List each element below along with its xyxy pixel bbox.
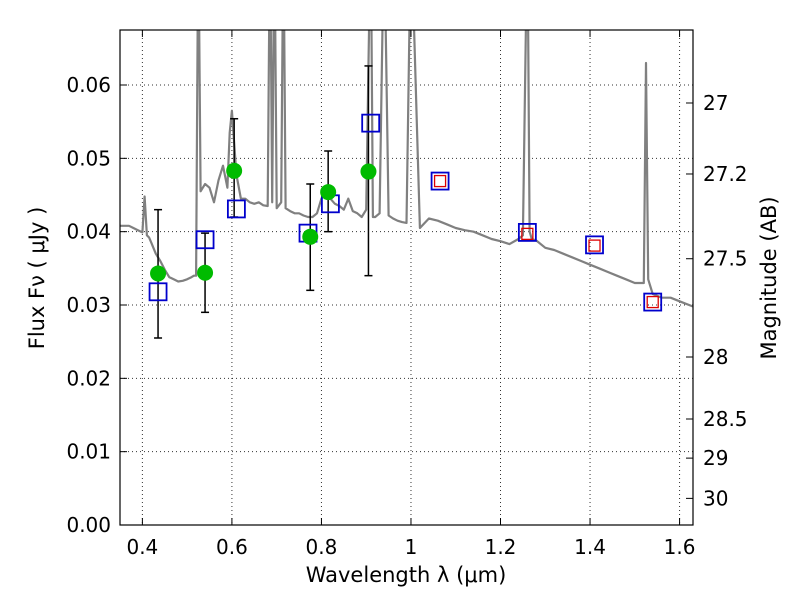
model-photometry-square (148, 282, 168, 302)
magnitude-tick-label: 27.2 (703, 162, 748, 186)
y-tick-label: 0.02 (66, 366, 111, 390)
data-marks (148, 65, 663, 339)
y-tick-label: 0.06 (66, 73, 111, 97)
model-photometry-square (517, 222, 537, 242)
magnitude-tick-label: 28 (703, 345, 728, 369)
y-axis-label: Flux Fν ( μJy ) (25, 207, 49, 350)
observed-flux-point (150, 265, 167, 282)
x-tick-label: 1.4 (574, 535, 606, 559)
model-photometry-square (430, 171, 450, 191)
observed-flux-point (302, 228, 319, 245)
model-photometry-square (226, 199, 246, 219)
y-tick-label: 0.00 (66, 513, 111, 537)
y-tick-label: 0.05 (66, 146, 111, 170)
grid (120, 30, 693, 526)
nir-photometry-square (646, 295, 659, 309)
model-photometry-square (643, 292, 663, 312)
axis-ticks: 0.4 0.6 0.8 1 1.2 1.4 1.6 0.00 0.01 0.02 0.03 0.04 0… (66, 30, 748, 559)
y-tick-label: 0.04 (66, 220, 111, 244)
magnitude-tick-label: 29 (703, 446, 728, 470)
nir-photometry-square (588, 239, 601, 252)
observed-flux-point (197, 264, 214, 281)
nir-photometry-square (521, 227, 534, 241)
y-tick-label: 0.01 (66, 440, 111, 464)
observed-flux-point (320, 184, 337, 201)
model-photometry-square (195, 230, 215, 250)
x-tick-label: 0.8 (306, 535, 338, 559)
model-photometry-square (361, 113, 381, 133)
x-tick-label: 1.2 (485, 535, 517, 559)
right-axis-label: Magnitude (AB) (757, 196, 781, 359)
x-tick-label: 0.4 (126, 535, 158, 559)
magnitude-tick-label: 27.5 (703, 247, 748, 271)
magnitude-tick-label: 27 (703, 91, 728, 115)
x-tick-label: 1.6 (664, 535, 696, 559)
observed-flux-point (360, 163, 377, 180)
magnitude-tick-label: 28.5 (703, 407, 748, 431)
magnitude-tick-label: 30 (703, 486, 728, 510)
x-tick-label: 1 (405, 535, 418, 559)
axes-frame (119, 29, 694, 526)
nir-photometry-square (433, 174, 447, 188)
y-tick-label: 0.03 (66, 293, 111, 317)
model-photometry-square (585, 235, 604, 255)
observed-flux-point (226, 162, 243, 179)
x-axis-label: Wavelength λ (μm) (306, 563, 507, 587)
plot-background (120, 30, 693, 525)
x-tick-label: 0.6 (216, 535, 248, 559)
